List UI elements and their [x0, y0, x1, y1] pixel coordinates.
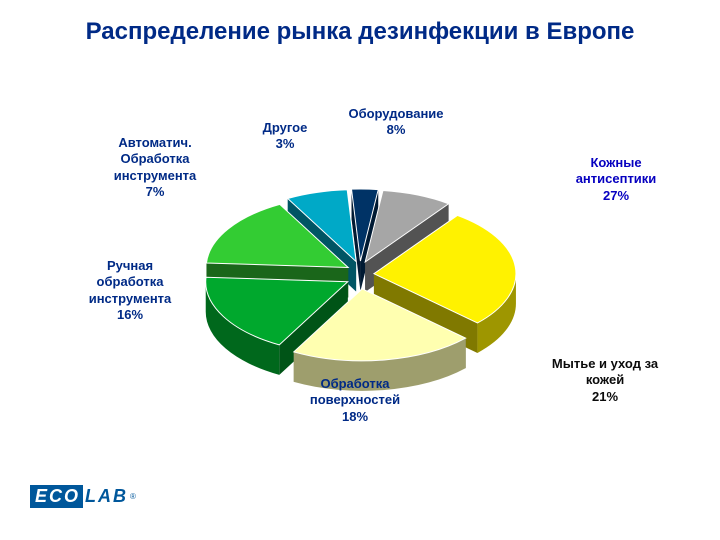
logo-suffix: LAB — [85, 486, 128, 507]
brand-logo: ECO LAB ® — [30, 485, 136, 508]
pie-slice-label: Мытье и уход за кожей 21% — [520, 356, 690, 405]
logo-prefix: ECO — [30, 485, 83, 508]
pie-slice-label: Обработка поверхностей 18% — [280, 376, 430, 425]
pie-slice-label: Другое 3% — [245, 120, 325, 153]
pie-slice-label: Кожные антисептики 27% — [556, 155, 676, 204]
logo-registered-icon: ® — [130, 492, 136, 501]
pie-slice-label: Автоматич. Обработка инструмента 7% — [85, 135, 225, 200]
pie-slice-label: Ручная обработка инструмента 16% — [60, 258, 200, 323]
pie-slice-label: Оборудование 8% — [326, 106, 466, 139]
